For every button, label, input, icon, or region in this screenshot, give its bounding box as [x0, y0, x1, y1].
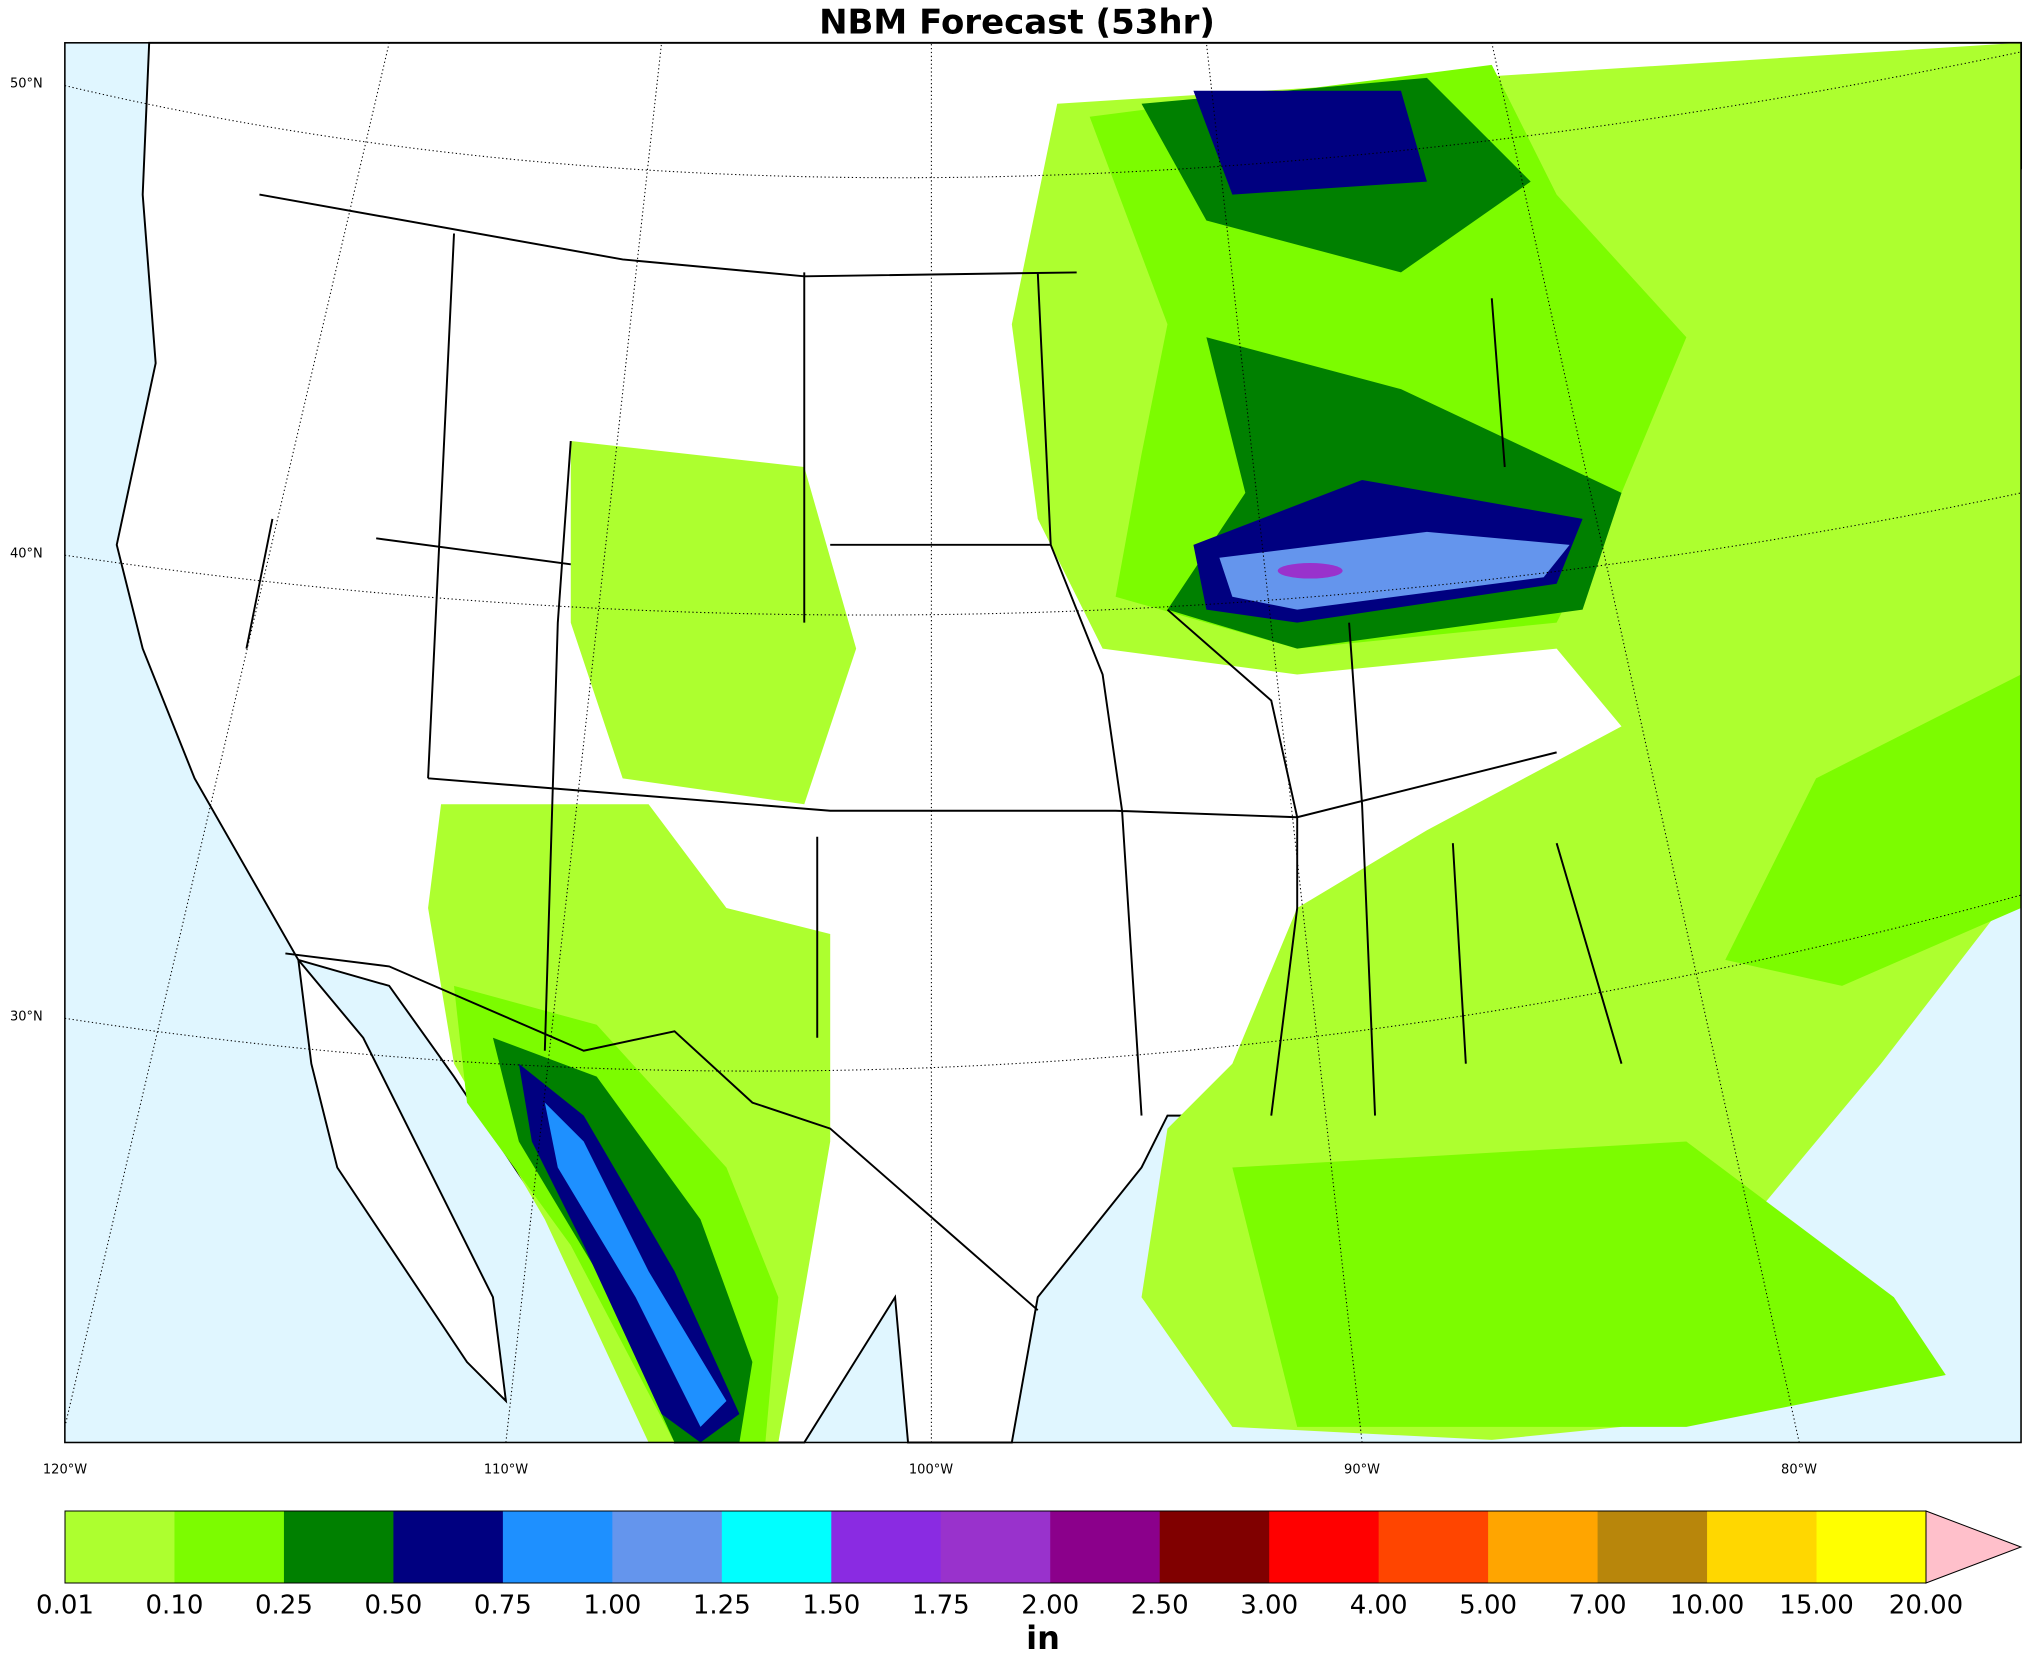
colorbar-box: [1816, 1511, 1927, 1583]
map-frame: [64, 42, 2022, 1444]
lon-label: 100°W: [909, 1463, 953, 1478]
colorbar-box: [1159, 1511, 1270, 1583]
lon-label: 110°W: [484, 1463, 528, 1478]
lon-label: 80°W: [1781, 1463, 1817, 1478]
colorbar-box: [502, 1511, 613, 1583]
colorbar-box: [1707, 1511, 1818, 1583]
colorbar-box: [1488, 1511, 1599, 1583]
lon-label: 120°W: [43, 1463, 87, 1478]
colorbar-box: [1378, 1511, 1489, 1583]
colorbar-box: [1269, 1511, 1380, 1583]
colorbar-label: 4.00: [1350, 1591, 1408, 1621]
colorbar-label: 10.00: [1670, 1591, 1744, 1621]
colorbar-box: [283, 1511, 394, 1583]
colorbar-box: [393, 1511, 504, 1583]
colorbar-label: 0.10: [146, 1591, 204, 1621]
lat-label: 50°N: [10, 77, 43, 92]
colorbar-label: 0.01: [36, 1591, 94, 1621]
borders: [245, 193, 1623, 1311]
colorbar-label: 1.50: [802, 1591, 860, 1621]
colorbar-label: 0.50: [364, 1591, 422, 1621]
lat-label: 40°N: [10, 547, 43, 562]
colorbar-label: 5.00: [1459, 1591, 1517, 1621]
colorbar-extension: [1925, 1510, 2023, 1584]
precip-areas: [428, 42, 2022, 1443]
colorbar-label: 2.00: [1021, 1591, 1079, 1621]
map: [64, 41, 2023, 1444]
lat-label: 30°N: [10, 1010, 43, 1025]
colorbar-box: [65, 1511, 175, 1583]
lon-label: 90°W: [1344, 1463, 1380, 1478]
colorbar-label: 7.00: [1569, 1591, 1627, 1621]
colorbar-label: 15.00: [1779, 1591, 1853, 1621]
colorbar-box: [1597, 1511, 1708, 1583]
colorbar-label: 2.50: [1131, 1591, 1189, 1621]
colorbar-label: 0.25: [255, 1591, 313, 1621]
colorbar-label: 0.75: [474, 1591, 532, 1621]
colorbar-box: [174, 1511, 285, 1583]
colorbar-frame: [64, 1510, 1927, 1584]
colorbar-box: [940, 1511, 1051, 1583]
baja: [296, 956, 508, 1404]
colorbar-label: 20.00: [1889, 1591, 1963, 1621]
colorbar-unit: in: [1026, 1619, 1060, 1657]
colorbar-label: 1.25: [693, 1591, 751, 1621]
colorbar-label: 3.00: [1240, 1591, 1298, 1621]
colorbar-label: 1.75: [912, 1591, 970, 1621]
graticule: [64, 42, 2022, 1443]
colorbar-box: [612, 1511, 723, 1583]
colorbar-box: [1050, 1511, 1161, 1583]
colorbar-label: 1.00: [583, 1591, 641, 1621]
colorbar-box: [721, 1511, 832, 1583]
title: NBM Forecast (53hr): [819, 3, 1215, 43]
colorbar-box: [831, 1511, 942, 1583]
